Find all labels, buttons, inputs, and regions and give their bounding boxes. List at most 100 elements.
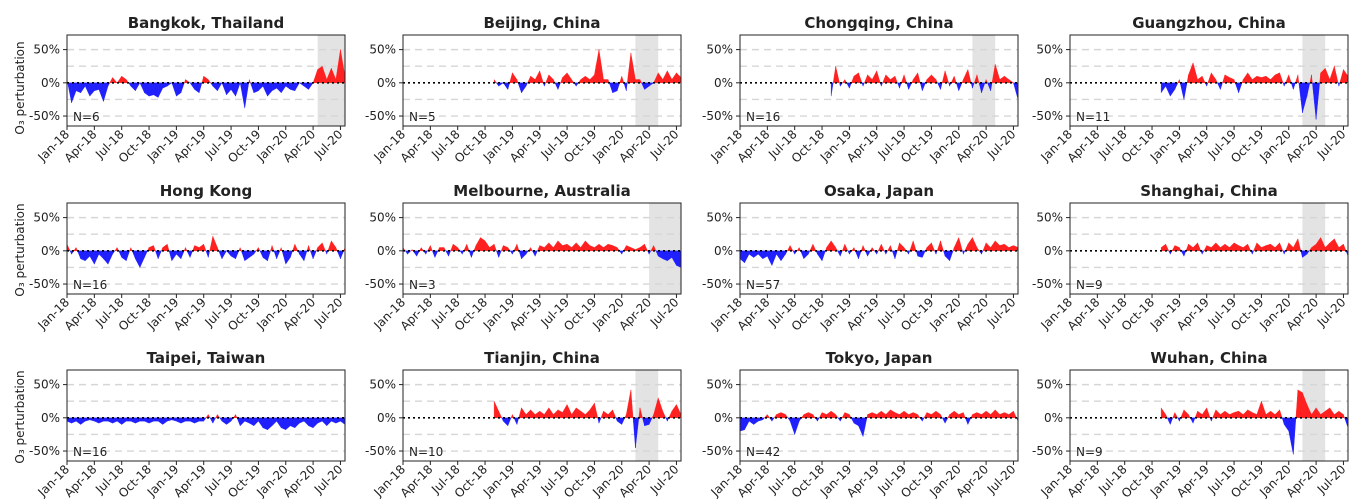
positive-area: [1201, 76, 1206, 84]
positive-area: [867, 74, 873, 84]
positive-area: [1329, 66, 1335, 84]
series-area: [1160, 62, 1348, 120]
negative-area: [1201, 250, 1205, 255]
shaded-period: [1302, 35, 1326, 126]
negative-area: [1283, 82, 1286, 87]
positive-area: [198, 243, 204, 252]
negative-area: [1013, 82, 1018, 100]
positive-area: [1343, 68, 1348, 84]
positive-area: [1252, 75, 1258, 84]
negative-area: [253, 417, 259, 427]
negative-area: [1220, 82, 1223, 90]
negative-area: [517, 82, 522, 93]
negative-area: [135, 82, 141, 92]
negative-area: [186, 250, 191, 258]
negative-area: [157, 250, 162, 259]
negative-area: [168, 250, 173, 261]
positive-area: [1220, 410, 1226, 419]
negative-area: [290, 82, 296, 92]
negative-area: [1192, 417, 1196, 424]
positive-area: [917, 72, 921, 84]
positive-area: [1165, 244, 1170, 252]
negative-area: [340, 417, 345, 425]
negative-area: [853, 417, 859, 427]
sample-count-label: N=42: [746, 445, 780, 459]
positive-area: [1297, 74, 1300, 84]
positive-area: [1256, 401, 1262, 419]
positive-area: [1188, 414, 1191, 419]
shaded-period: [972, 35, 996, 126]
positive-area: [842, 78, 846, 84]
x-tick-label: Jul-20: [984, 462, 1019, 497]
negative-area: [267, 417, 273, 431]
positive-area: [881, 244, 885, 252]
positive-area: [999, 243, 1005, 252]
positive-area: [812, 244, 817, 252]
y-tick-label: 50%: [369, 43, 396, 57]
negative-area: [325, 250, 327, 255]
positive-area: [851, 76, 855, 84]
negative-area: [271, 82, 277, 92]
negative-area: [676, 250, 681, 268]
positive-area: [1285, 242, 1289, 252]
y-tick-label: 0%: [1044, 76, 1063, 90]
subplot-title: Wuhan, China: [1150, 349, 1267, 367]
negative-area: [144, 250, 148, 258]
positive-area: [530, 247, 533, 252]
positive-area: [953, 410, 959, 419]
positive-area: [890, 75, 896, 84]
positive-area: [940, 240, 944, 252]
positive-area: [941, 70, 946, 84]
positive-area: [887, 245, 891, 252]
negative-area: [1283, 250, 1286, 255]
positive-area: [1270, 410, 1276, 419]
negative-area: [459, 250, 463, 255]
negative-area: [241, 250, 245, 261]
positive-area: [671, 403, 677, 419]
positive-area: [662, 70, 668, 84]
negative-area: [612, 82, 618, 94]
negative-area: [171, 82, 177, 97]
negative-area: [762, 417, 765, 421]
negative-area: [525, 250, 529, 255]
negative-area: [425, 250, 428, 255]
negative-area: [69, 250, 72, 255]
positive-area: [545, 74, 550, 84]
positive-area: [881, 410, 887, 419]
positive-area: [662, 411, 667, 419]
positive-area: [871, 70, 877, 84]
y-tick-label: 0%: [1044, 244, 1063, 258]
y-tick-label: 50%: [706, 211, 733, 225]
negative-area: [312, 417, 318, 429]
positive-area: [1160, 407, 1166, 419]
negative-area: [776, 250, 782, 262]
positive-area: [1343, 244, 1347, 252]
positive-area: [534, 410, 540, 419]
negative-area: [212, 82, 218, 92]
positive-area: [1215, 409, 1221, 419]
positive-area: [534, 70, 540, 84]
negative-area: [1166, 417, 1171, 425]
positive-area: [853, 72, 859, 84]
positive-area: [249, 79, 251, 84]
negative-area: [258, 417, 264, 429]
y-tick-label: 0%: [714, 244, 733, 258]
negative-area: [557, 82, 561, 90]
negative-area: [276, 417, 282, 429]
positive-area: [509, 72, 513, 84]
negative-area: [753, 417, 759, 425]
negative-area: [632, 417, 636, 448]
y-tick-label: 0%: [41, 76, 60, 90]
positive-area: [1274, 409, 1280, 419]
y-tick-label: 0%: [377, 244, 396, 258]
shaded-period: [635, 370, 659, 461]
negative-area: [803, 250, 809, 260]
positive-area: [1274, 72, 1280, 84]
positive-area: [1211, 242, 1217, 252]
negative-area: [665, 417, 668, 422]
negative-area: [285, 82, 291, 90]
positive-area: [1338, 410, 1344, 419]
positive-area: [114, 246, 118, 252]
y-tick-label: -50%: [1032, 444, 1063, 458]
